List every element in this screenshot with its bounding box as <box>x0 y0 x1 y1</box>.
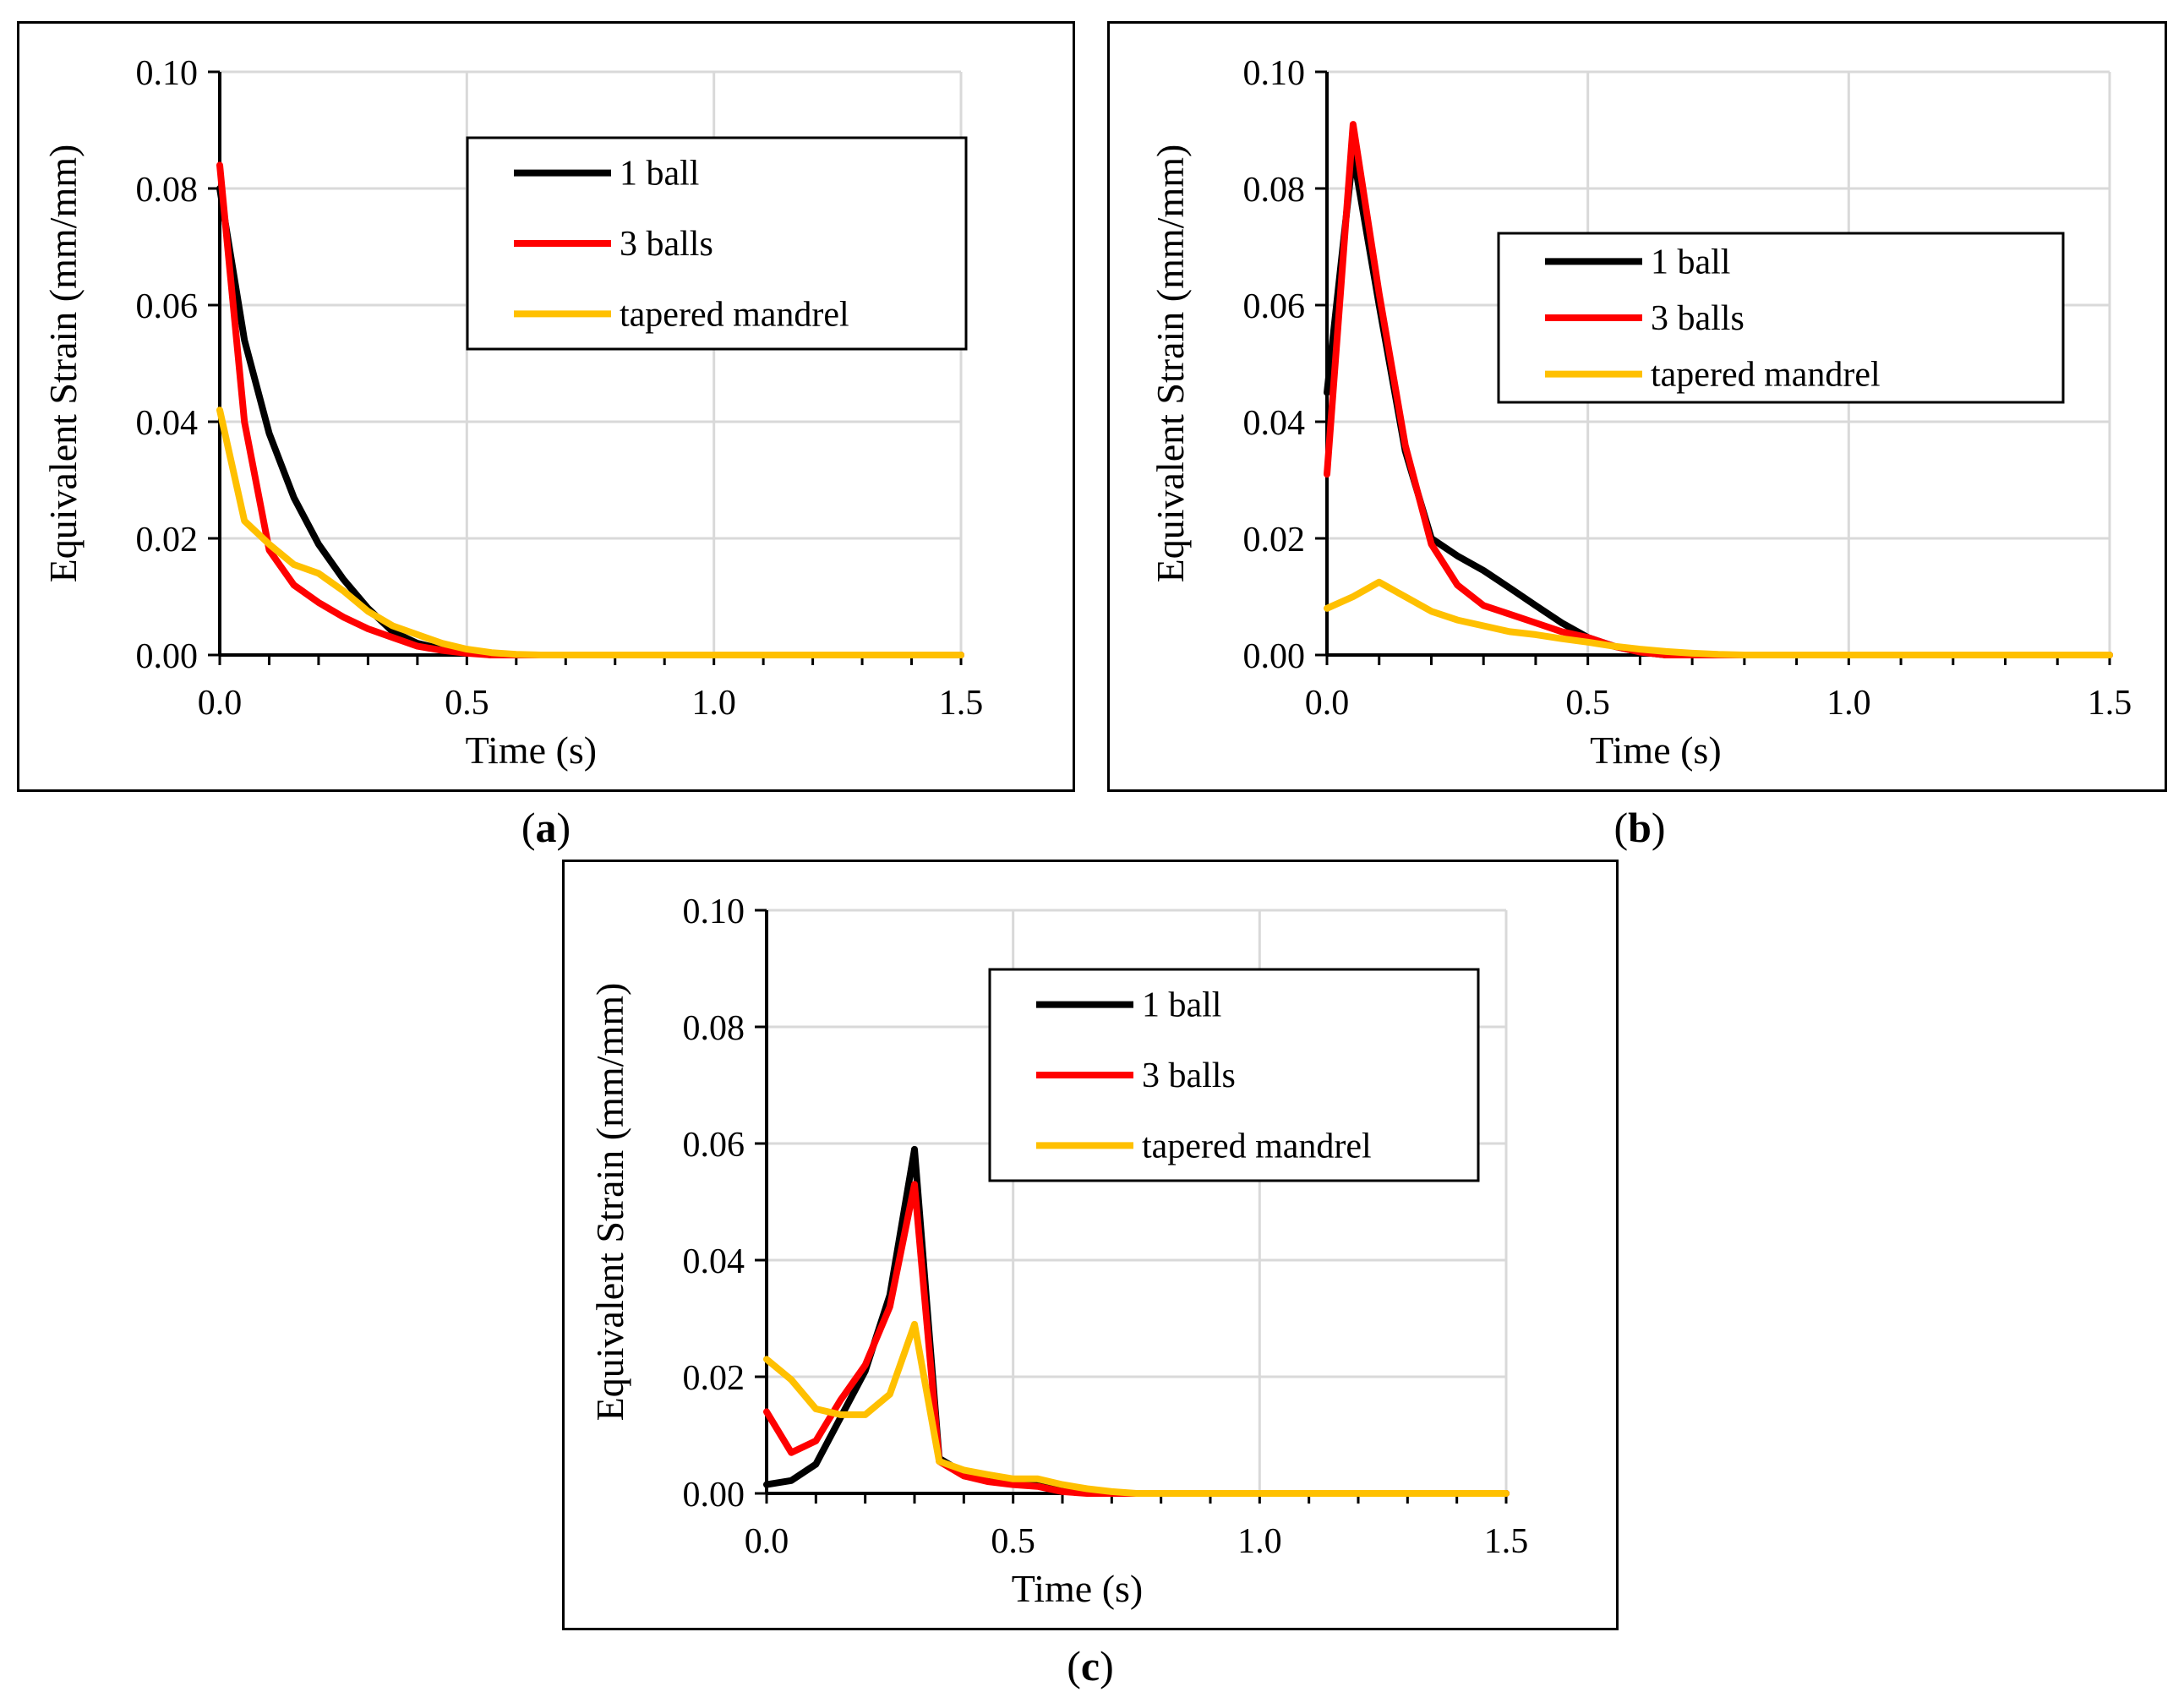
caption-a-letter: a <box>535 804 557 851</box>
y-tick-label-b-3: 0.06 <box>1243 287 1306 326</box>
x-tick-label-a-3: 1.5 <box>939 684 984 723</box>
caption-c-letter: c <box>1080 1642 1100 1689</box>
x-axis-title-a: Time (s) <box>466 729 598 772</box>
x-tick-label-b-2: 1.0 <box>1826 684 1871 723</box>
caption-c-close: ) <box>1100 1642 1114 1689</box>
legend-label-b-2: tapered mandrel <box>1651 356 1881 395</box>
legend-a: 1 ball 3 balls tapered mandrel <box>466 136 968 351</box>
y-tick-label-a-1: 0.02 <box>136 521 199 559</box>
caption-b-letter: b <box>1628 804 1652 851</box>
y-tick-label-a-5: 0.10 <box>136 54 199 93</box>
y-tick-label-a-4: 0.08 <box>136 171 199 210</box>
x-tick-label-b-0: 0.0 <box>1305 684 1350 723</box>
x-tick-label-c-2: 1.0 <box>1237 1522 1282 1561</box>
y-tick-label-c-5: 0.10 <box>683 892 745 931</box>
caption-a-open: ( <box>521 804 536 851</box>
chart-panel-c: 0.00 0.02 0.04 0.06 0.08 0.10 0.0 0.5 1.0 1.5 Time… <box>562 860 1619 1630</box>
y-tick-label-a-0: 0.00 <box>136 637 199 676</box>
legend-label-b-1: 3 balls <box>1651 299 1744 338</box>
caption-a: (a) <box>461 803 631 852</box>
x-tick-label-c-3: 1.5 <box>1484 1522 1529 1561</box>
x-tick-label-a-1: 0.5 <box>445 684 489 723</box>
x-tick-label-b-3: 1.5 <box>2088 684 2132 723</box>
caption-c-open: ( <box>1067 1642 1081 1689</box>
caption-b-open: ( <box>1613 804 1629 851</box>
x-tick-label-a-2: 1.0 <box>691 684 736 723</box>
x-axis-title-c: Time (s) <box>1012 1567 1144 1610</box>
chart-panel-b: 0.00 0.02 0.04 0.06 0.08 0.10 0.0 0.5 1.0 1.5 Time… <box>1107 21 2167 792</box>
legend-label-c-2: tapered mandrel <box>1142 1127 1372 1165</box>
y-tick-label-b-0: 0.00 <box>1243 637 1306 676</box>
legend-c: 1 ball 3 balls tapered mandrel <box>988 968 1480 1182</box>
y-tick-label-c-3: 0.06 <box>683 1126 745 1165</box>
y-axis-title-a: Equivalent Strain (mm/mm) <box>41 145 85 583</box>
x-axis-title-b: Time (s) <box>1590 729 1722 772</box>
x-tick-label-c-1: 0.5 <box>991 1522 1035 1561</box>
x-tick-label-b-1: 0.5 <box>1565 684 1610 723</box>
caption-b: (b) <box>1555 803 1724 852</box>
series-line-b-tapered-mandrel <box>1324 578 2113 658</box>
y-tick-label-a-2: 0.04 <box>136 404 199 443</box>
y-tick-label-c-0: 0.00 <box>683 1476 745 1515</box>
y-tick-label-b-1: 0.02 <box>1243 521 1306 559</box>
chart-b-svg: 0.00 0.02 0.04 0.06 0.08 0.10 0.0 0.5 1.0 1.5 Time… <box>1149 54 2132 772</box>
legend-label-a-0: 1 ball <box>620 155 699 194</box>
chart-panel-a: 0.00 0.02 0.04 0.06 0.08 0.10 0.0 0.5 1.0 1.5 Time… <box>17 21 1075 792</box>
caption-b-close: ) <box>1651 804 1666 851</box>
y-tick-label-c-1: 0.02 <box>683 1359 745 1398</box>
y-tick-label-b-5: 0.10 <box>1243 54 1306 93</box>
y-tick-label-c-4: 0.08 <box>683 1009 745 1048</box>
series-line-c-1-ball <box>763 1145 1510 1497</box>
y-tick-label-b-2: 0.04 <box>1243 404 1306 443</box>
y-tick-label-c-2: 0.04 <box>683 1242 745 1281</box>
chart-c-svg: 0.00 0.02 0.04 0.06 0.08 0.10 0.0 0.5 1.0 1.5 Time… <box>588 892 1529 1610</box>
chart-a-svg: 0.00 0.02 0.04 0.06 0.08 0.10 0.0 0.5 1.0 1.5 Time… <box>41 54 984 772</box>
caption-a-close: ) <box>556 804 571 851</box>
legend-label-a-2: tapered mandrel <box>620 295 849 334</box>
series-line-a-tapered-mandrel <box>216 407 964 658</box>
legend-label-b-0: 1 ball <box>1651 243 1730 281</box>
legend-label-c-0: 1 ball <box>1142 986 1221 1025</box>
caption-c: (c) <box>1006 1641 1175 1690</box>
y-axis-title-c: Equivalent Strain (mm/mm) <box>588 983 631 1422</box>
legend-label-c-1: 3 balls <box>1142 1056 1236 1095</box>
y-tick-label-b-4: 0.08 <box>1243 171 1306 210</box>
series-line-c-3-balls <box>763 1181 1510 1497</box>
series-line-b-1-ball <box>1324 150 2113 658</box>
legend-b: 1 ball 3 balls tapered mandrel <box>1497 232 2065 404</box>
x-tick-label-a-0: 0.0 <box>198 684 243 723</box>
legend-label-a-1: 3 balls <box>620 225 713 264</box>
y-axis-title-b: Equivalent Strain (mm/mm) <box>1149 145 1192 583</box>
series-line-c-tapered-mandrel <box>763 1320 1510 1497</box>
x-tick-label-c-0: 0.0 <box>745 1522 789 1561</box>
y-tick-label-a-3: 0.06 <box>136 287 199 326</box>
